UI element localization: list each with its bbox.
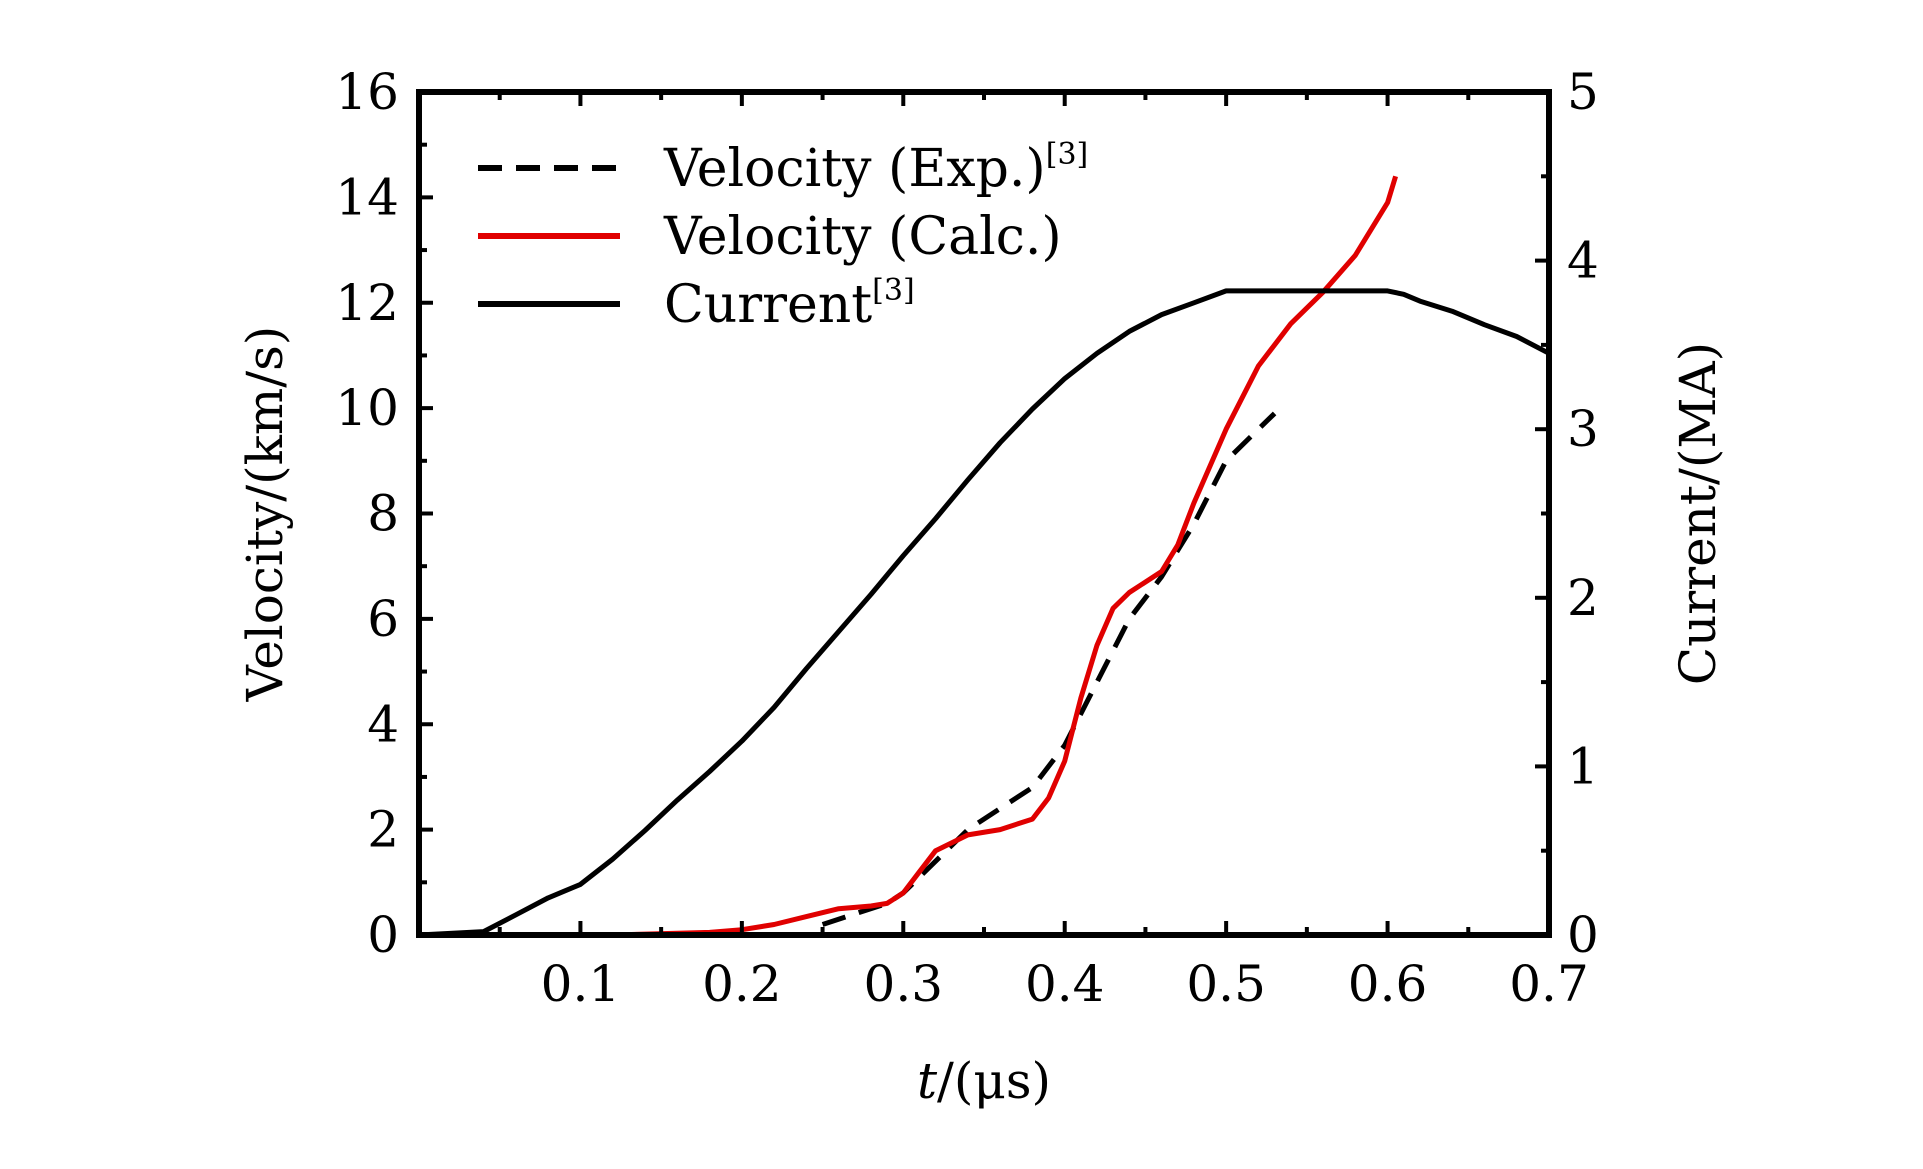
y-tick-label: 8 <box>367 485 399 543</box>
series-line-velocity-calc <box>612 175 1398 938</box>
legend-label-text: Velocity (Calc.) <box>663 207 1062 267</box>
y2-tick-label: 1 <box>1567 737 1599 795</box>
y-tick-label: 14 <box>335 168 399 226</box>
x-axis-title-unit: /(μs) <box>937 1052 1051 1110</box>
y2-tick-label: 4 <box>1567 232 1599 290</box>
x-tick-label: 0.2 <box>702 955 782 1013</box>
x-tick-label: 0.1 <box>541 955 621 1013</box>
y2-axis-title: Current/(MA) <box>1669 342 1727 685</box>
series-line-current <box>418 288 1551 938</box>
x-axis-title: t/(μs) <box>917 1052 1051 1110</box>
legend: Velocity (Exp.)[3]Velocity (Calc.)Curren… <box>478 137 1088 335</box>
x-tick-label: 0.3 <box>864 955 944 1013</box>
x-tick-label: 0.6 <box>1348 955 1428 1013</box>
y2-tick-label: 0 <box>1567 906 1599 964</box>
x-tick-label: 0.5 <box>1186 955 1266 1013</box>
y2-tick-label: 2 <box>1567 569 1599 627</box>
y-tick-label: 16 <box>335 63 399 121</box>
y-tick-label: 12 <box>335 274 399 332</box>
labels-layer: 0.1 0.2 0.3 0.4 0.5 0.6 0.70246810121416012345… <box>236 63 1727 1110</box>
legend-label: Velocity (Calc.) <box>663 207 1062 267</box>
y2-tick-label: 3 <box>1567 400 1599 458</box>
legend-label-superscript: [3] <box>1046 137 1089 172</box>
legend-label-text: Current <box>664 275 872 335</box>
y-tick-label: 4 <box>367 695 399 753</box>
x-axis-title-italic: t <box>917 1052 938 1110</box>
y-tick-label: 2 <box>367 801 399 859</box>
x-tick-label: 0.4 <box>1025 955 1105 1013</box>
y2-tick-label: 5 <box>1567 63 1599 121</box>
y-axis-title: Velocity/(km/s) <box>236 326 294 703</box>
legend-label-superscript: [3] <box>872 273 915 308</box>
legend-label: Current[3] <box>664 273 915 335</box>
series-layer <box>418 175 1551 938</box>
y-tick-label: 10 <box>335 379 399 437</box>
y-tick-label: 6 <box>367 590 399 648</box>
x-tick-label: 0.7 <box>1509 955 1589 1013</box>
legend-label-text: Velocity (Exp.) <box>663 139 1046 199</box>
legend-label: Velocity (Exp.)[3] <box>663 137 1088 199</box>
axes-layer <box>416 89 1552 938</box>
y-tick-label: 0 <box>367 906 399 964</box>
